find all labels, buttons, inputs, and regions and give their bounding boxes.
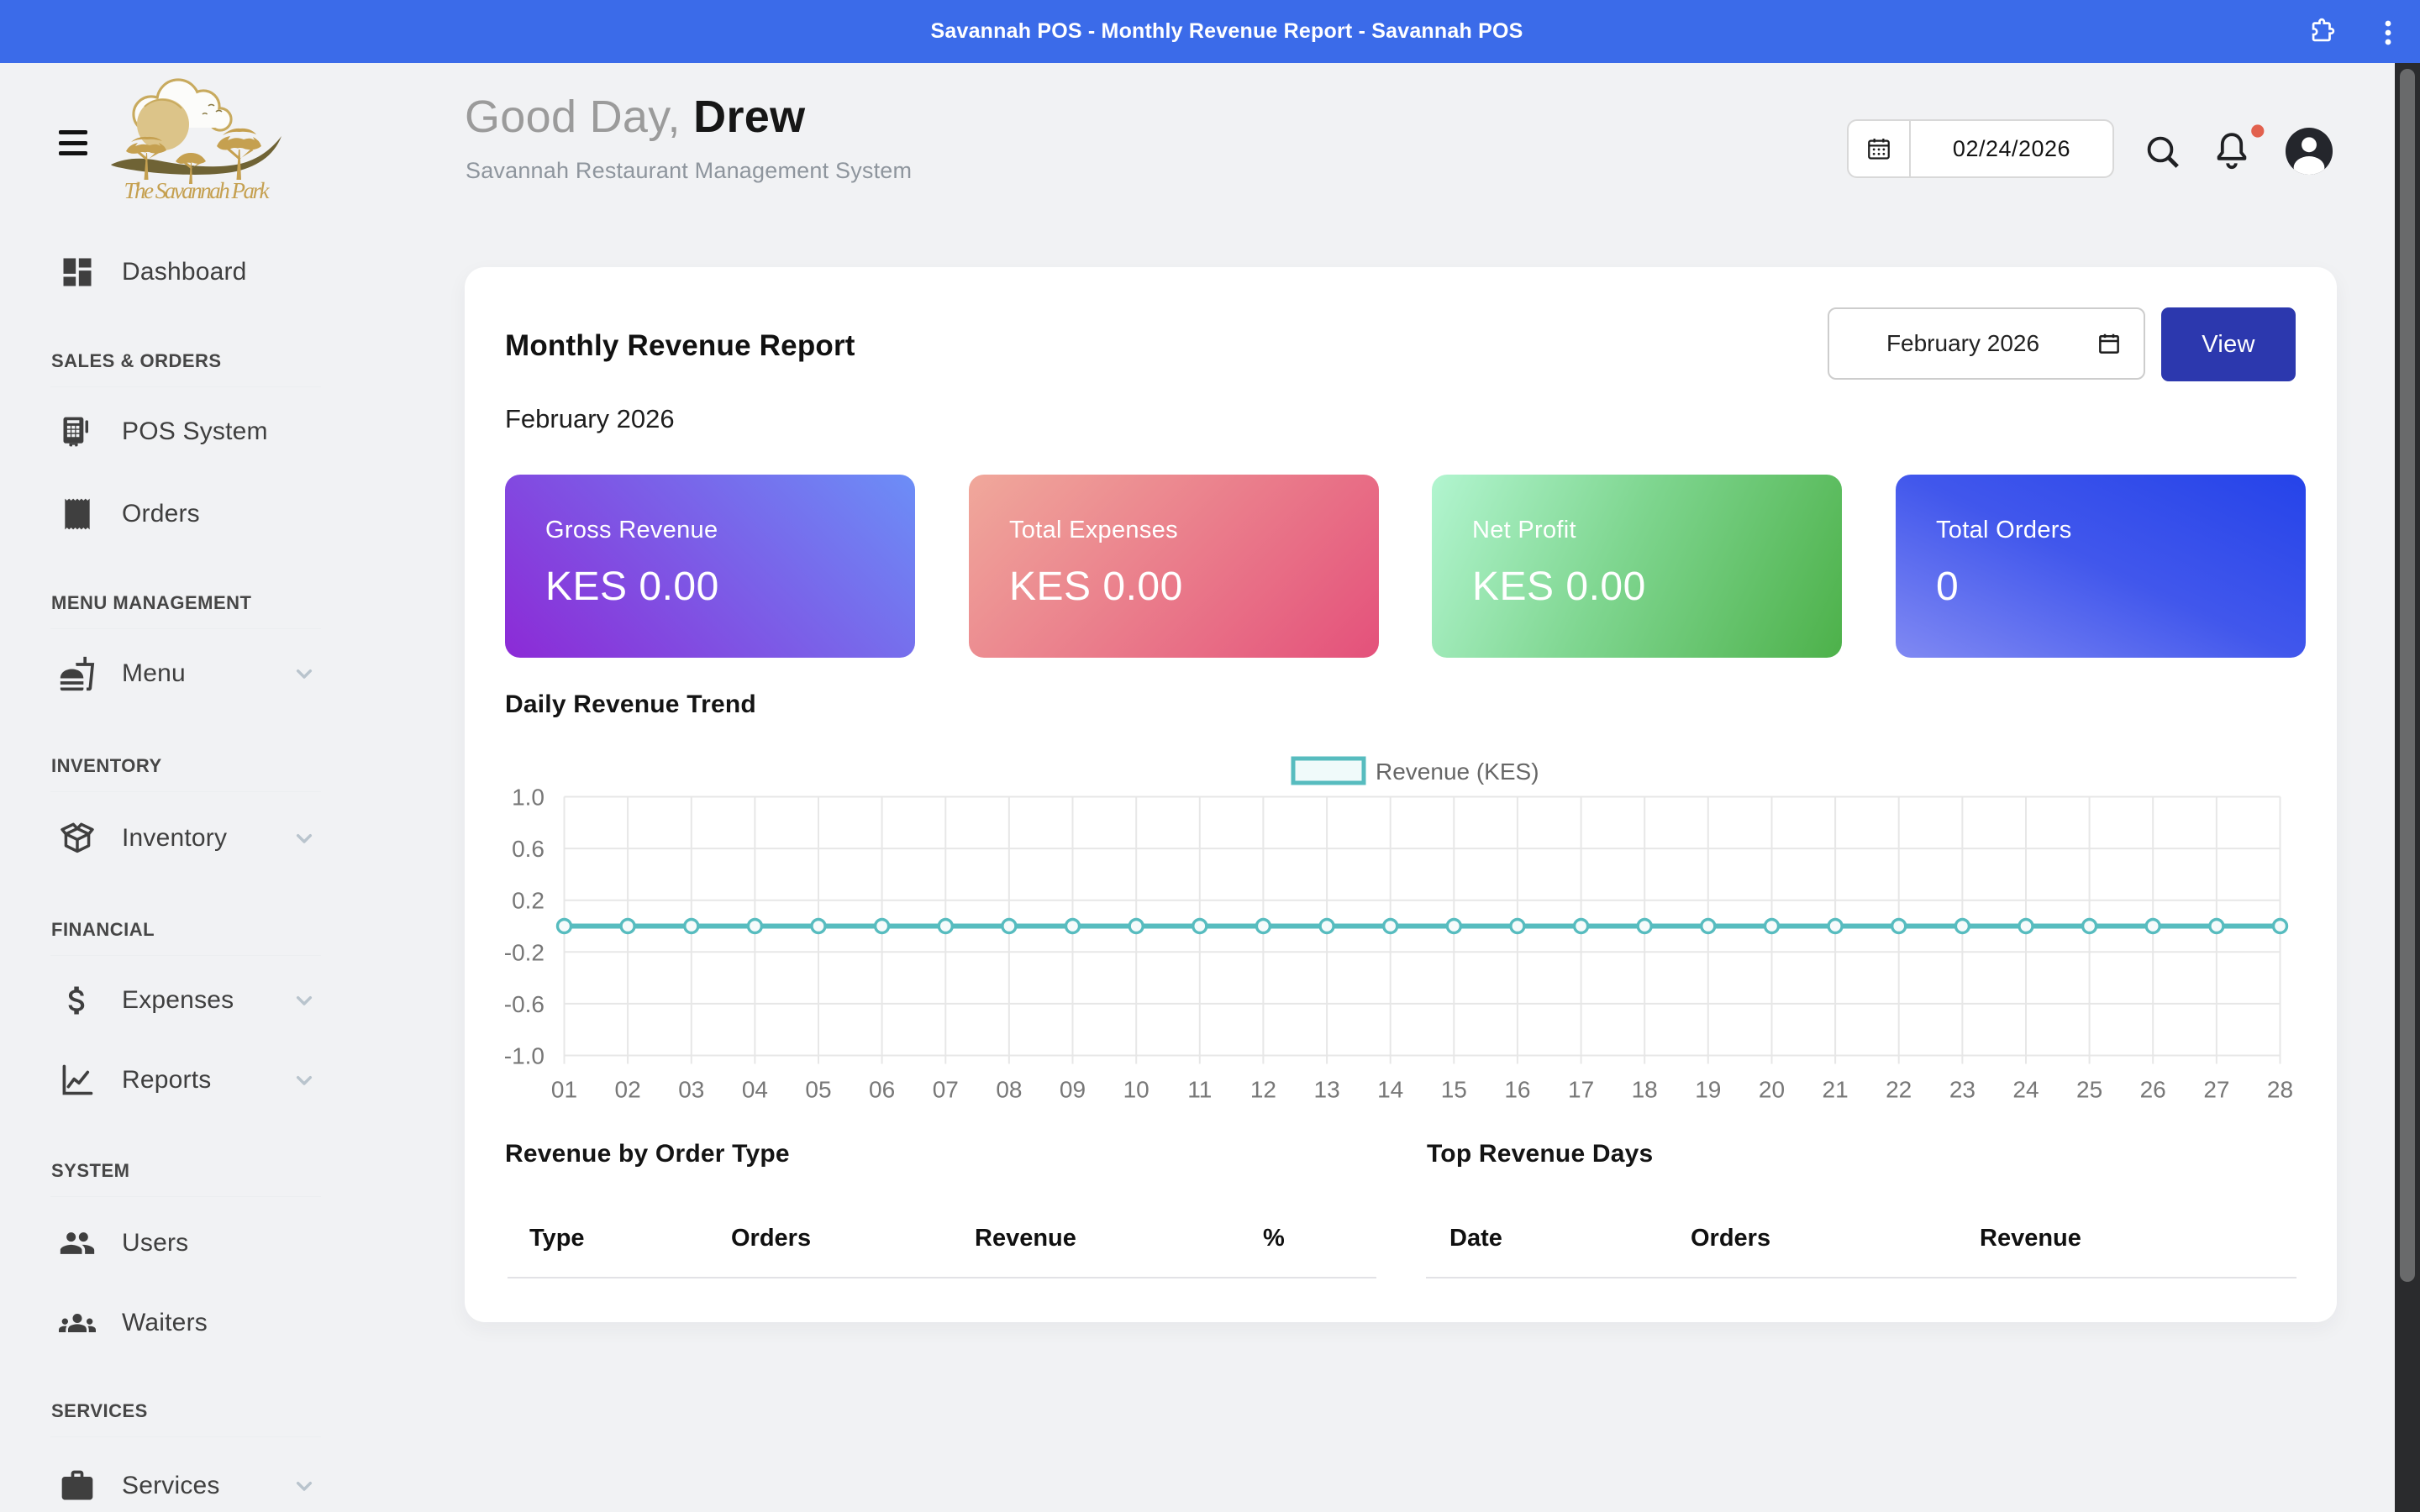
svg-text:27: 27 <box>2203 1077 2229 1103</box>
svg-text:04: 04 <box>742 1077 768 1103</box>
svg-text:19: 19 <box>1695 1077 1721 1103</box>
svg-text:14: 14 <box>1377 1077 1403 1103</box>
svg-text:20: 20 <box>1759 1077 1785 1103</box>
svg-text:15: 15 <box>1441 1077 1467 1103</box>
svg-text:13: 13 <box>1314 1077 1340 1103</box>
svg-text:0.6: 0.6 <box>512 836 544 862</box>
svg-text:08: 08 <box>996 1077 1022 1103</box>
svg-text:05: 05 <box>805 1077 831 1103</box>
svg-text:21: 21 <box>1823 1077 1849 1103</box>
svg-text:The Savannah Park: The Savannah Park <box>124 178 271 203</box>
svg-text:12: 12 <box>1250 1077 1276 1103</box>
svg-text:24: 24 <box>2012 1077 2039 1103</box>
svg-text:26: 26 <box>2140 1077 2166 1103</box>
svg-text:-1.0: -1.0 <box>505 1043 544 1069</box>
svg-text:02: 02 <box>615 1077 641 1103</box>
svg-text:25: 25 <box>2076 1077 2102 1103</box>
svg-text:11: 11 <box>1187 1077 1212 1103</box>
svg-text:22: 22 <box>1886 1077 1912 1103</box>
svg-text:28: 28 <box>2267 1077 2293 1103</box>
svg-text:0.2: 0.2 <box>512 888 544 914</box>
svg-text:23: 23 <box>1949 1077 1975 1103</box>
svg-text:03: 03 <box>678 1077 704 1103</box>
svg-text:18: 18 <box>1632 1077 1658 1103</box>
svg-text:-0.2: -0.2 <box>505 939 544 965</box>
svg-text:09: 09 <box>1060 1077 1086 1103</box>
svg-text:06: 06 <box>869 1077 895 1103</box>
svg-text:17: 17 <box>1568 1077 1594 1103</box>
svg-text:01: 01 <box>551 1077 577 1103</box>
svg-text:1.0: 1.0 <box>512 785 544 811</box>
svg-text:07: 07 <box>933 1077 959 1103</box>
svg-text:16: 16 <box>1504 1077 1530 1103</box>
svg-text:10: 10 <box>1123 1077 1150 1103</box>
svg-text:-0.6: -0.6 <box>505 991 544 1017</box>
svg-text:Revenue (KES): Revenue (KES) <box>1376 759 1539 785</box>
